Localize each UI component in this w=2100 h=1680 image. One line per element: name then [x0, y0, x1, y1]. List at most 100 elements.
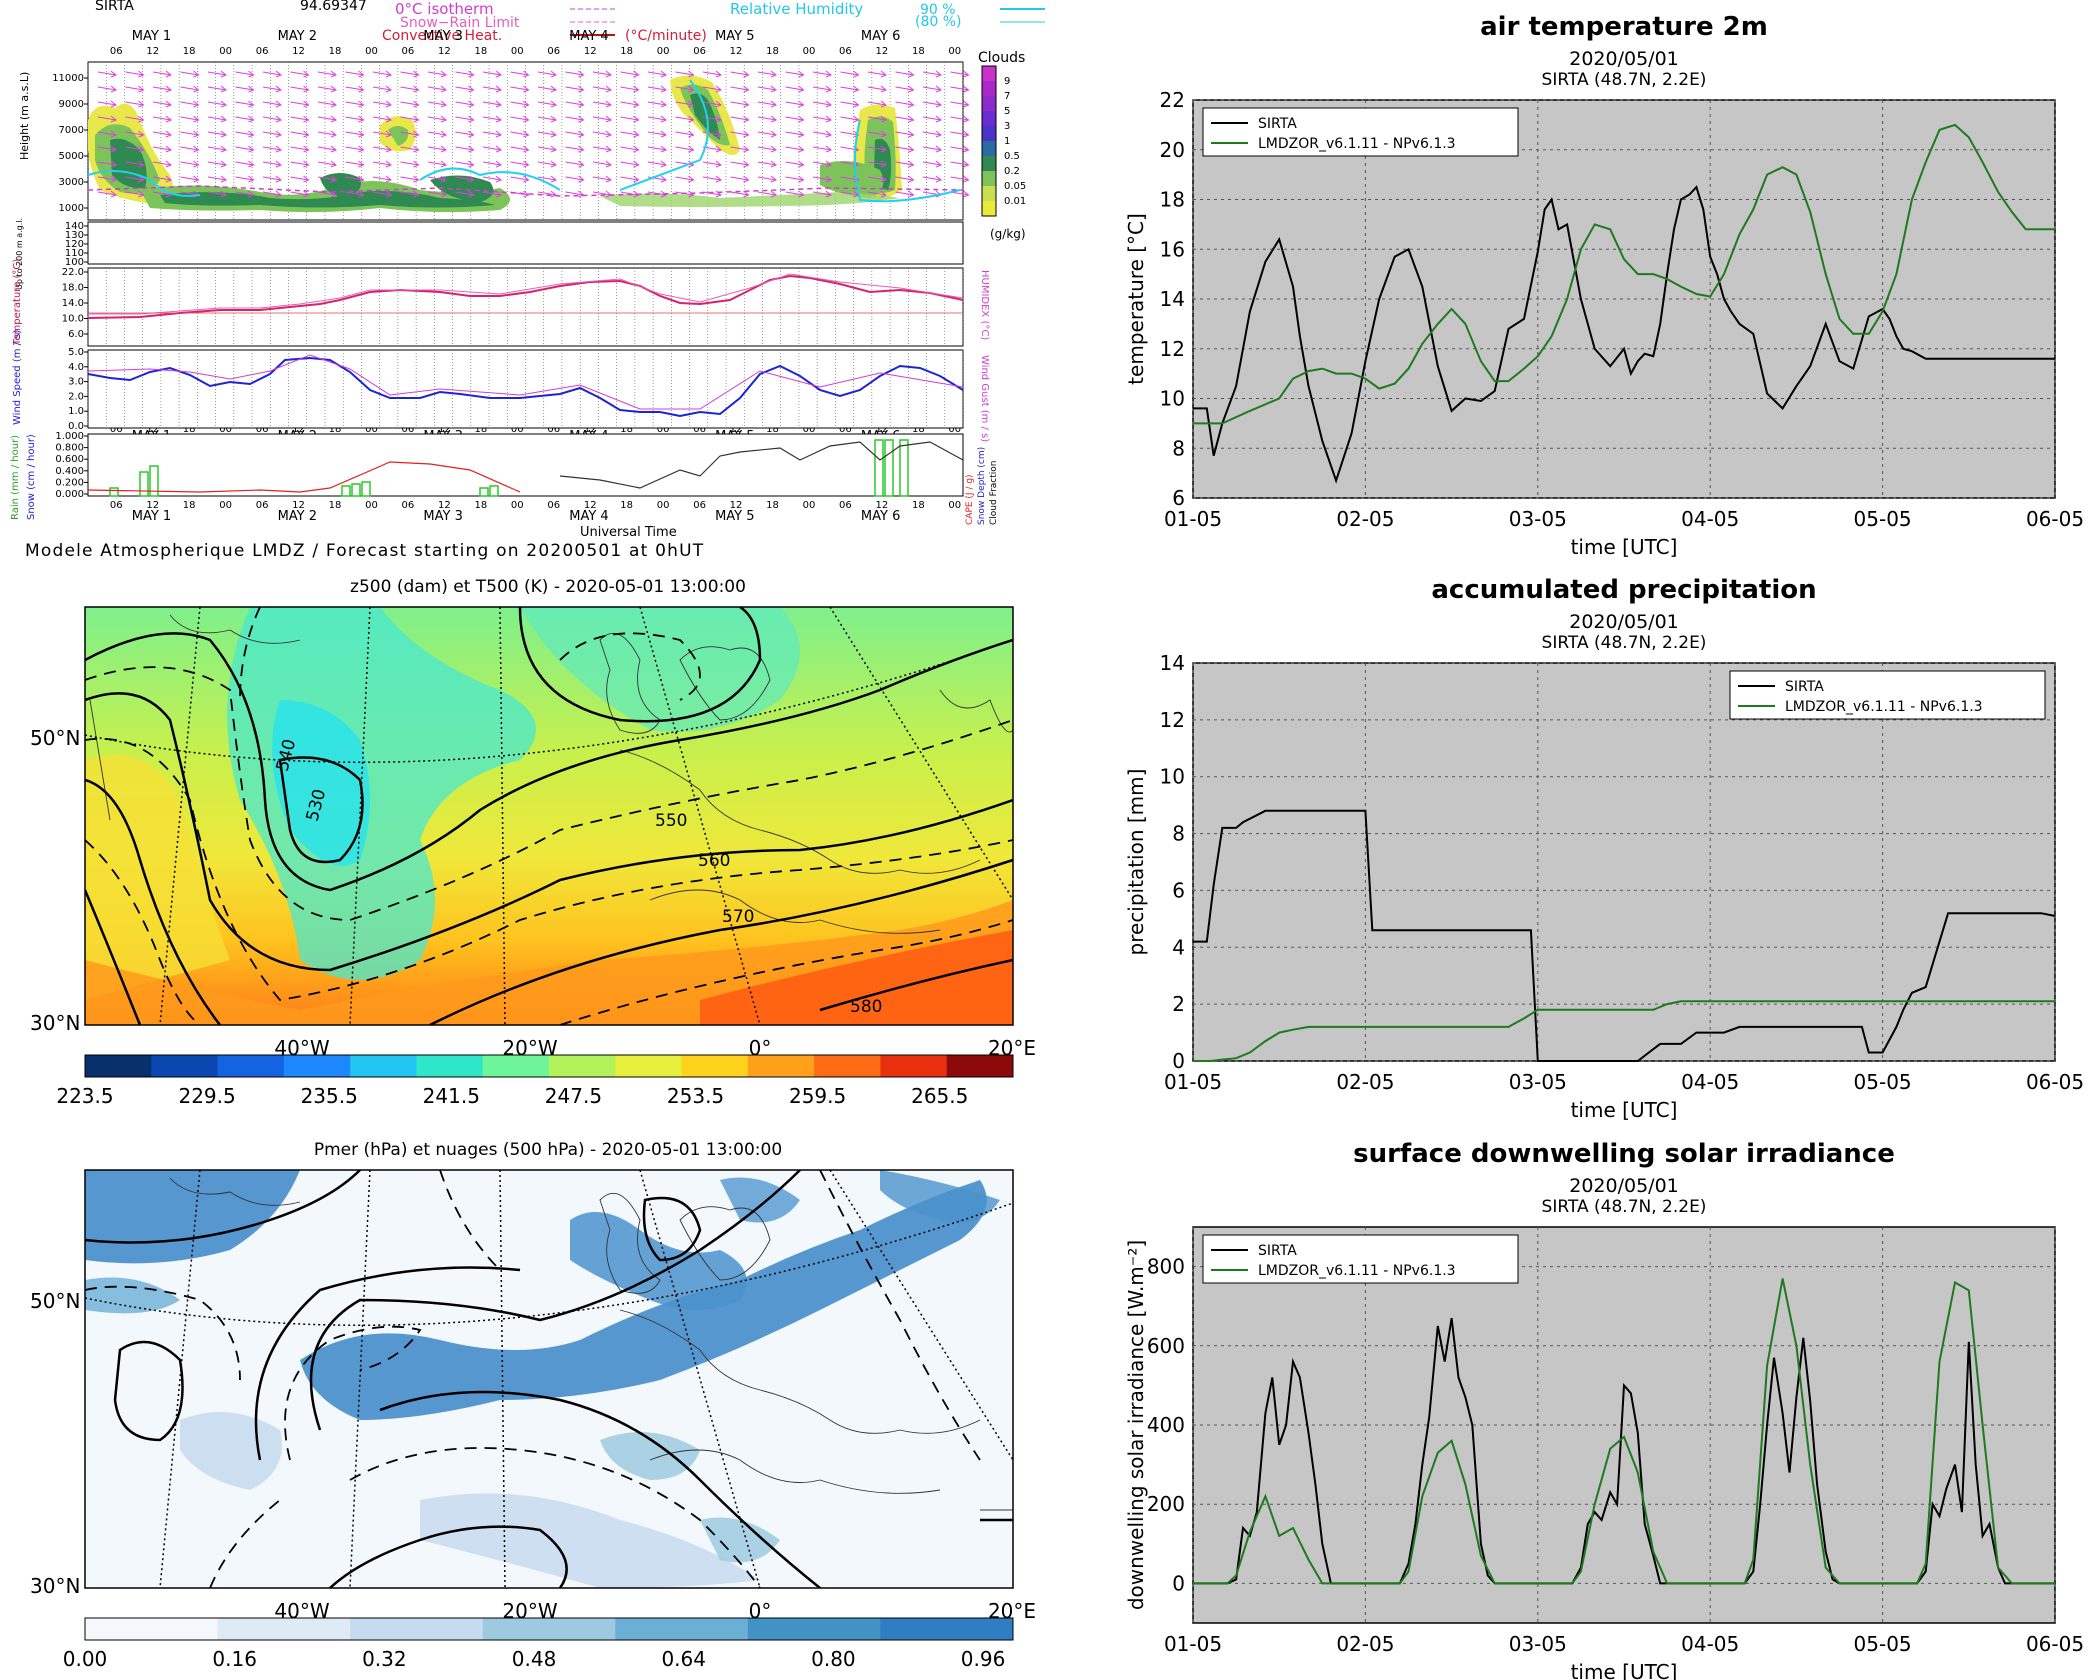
wind-arrow-head	[908, 85, 915, 93]
wind-arrow	[235, 86, 254, 91]
plot-area	[1192, 99, 2056, 499]
wind-arrow-head	[963, 175, 970, 183]
wind-arrow-head	[523, 175, 530, 183]
legend-label: SIRTA	[1258, 116, 1297, 132]
y-tick-label: 8	[1172, 436, 1185, 460]
wind-arrow	[400, 116, 419, 121]
wind-arrow	[592, 116, 612, 121]
wind-arrow	[317, 131, 337, 136]
hour-label: 12	[730, 424, 743, 435]
wind-arrow	[675, 131, 694, 136]
wind-arrow-head	[413, 145, 420, 153]
hour-label: 06	[547, 500, 560, 511]
hour-label: 00	[803, 500, 816, 511]
wind-arrow	[895, 116, 914, 121]
axis-tick-label: 2.0	[68, 391, 84, 402]
wind-arrow-head	[220, 100, 227, 108]
hour-label: 12	[730, 500, 743, 511]
wind-arrow-head	[193, 145, 200, 153]
wind-arrow-head	[440, 70, 447, 78]
wind-arrow	[235, 71, 254, 76]
hour-label: 18	[766, 500, 779, 511]
wind-arrow	[510, 116, 529, 121]
wind-arrow-head	[550, 115, 557, 123]
wind-arrow-head	[798, 70, 805, 78]
wind-arrow-head	[550, 130, 557, 138]
wind-arrow-head	[908, 100, 915, 108]
wind-arrow	[592, 101, 612, 106]
wind-arrow	[180, 71, 199, 76]
wind-arrow	[235, 176, 254, 181]
wind-arrow	[372, 146, 392, 151]
wind-arrow	[207, 146, 227, 151]
wind-arrow	[812, 101, 832, 106]
wind-arrow-head	[715, 160, 722, 168]
wind-arrow	[785, 131, 804, 136]
colorbar-frame	[84, 1617, 1014, 1641]
wind-arrow	[895, 101, 914, 106]
wind-arrow	[647, 131, 667, 136]
wind-arrow-head	[853, 115, 860, 123]
wind-arrow	[950, 101, 969, 106]
axis-tick-label: 11000	[52, 73, 84, 84]
wind-arrow-head	[798, 100, 805, 108]
snow-depth-axis-label: Snow Depth (cm)	[977, 447, 987, 525]
wind-arrow-head	[770, 160, 777, 168]
wind-arrow	[455, 146, 474, 151]
wind-arrow	[372, 101, 392, 106]
cloud-colorbar-swatch	[982, 186, 996, 201]
wind-panel-grid	[87, 350, 964, 428]
wind-arrow	[702, 86, 722, 91]
hour-label: 06	[256, 424, 269, 435]
wind-arrow	[180, 176, 199, 181]
wind-barbs	[97, 70, 970, 198]
wind-arrow-head	[550, 160, 557, 168]
map1-colorbar-ticks: 223.5 229.5 235.5 241.5 247.5 253.5 259.5 265.5	[56, 1084, 968, 1108]
cloud-colorbar-frame	[981, 65, 997, 217]
wind-arrow-head	[165, 175, 172, 183]
wind-arrow-head	[413, 115, 420, 123]
wind-arrow	[97, 101, 117, 106]
x-tick-label: 01-05	[1164, 1070, 1222, 1094]
wind-arrow	[180, 101, 199, 106]
wind-arrow	[427, 116, 447, 121]
hour-label: 00	[511, 500, 524, 511]
wind-arrow	[345, 86, 364, 91]
x-tick-label: 04-05	[1681, 1632, 1739, 1656]
wind-arrow	[647, 161, 667, 166]
wind-arrow-head	[688, 85, 695, 93]
wind-arrow-head	[138, 175, 145, 183]
axis-tick-label: 6.0	[68, 329, 84, 340]
wind-arrow-head	[935, 160, 942, 168]
wind-arrow-head	[660, 190, 667, 198]
cloud-height-ticks: 11000 9000 7000 5000 3000 1000	[52, 73, 88, 214]
legend-label: LMDZOR_v6.1.11 - NPv6.1.3	[1258, 1263, 1456, 1279]
hour-label: 06	[110, 46, 123, 57]
axis-tick-label: 100	[65, 257, 84, 268]
wind-arrow	[895, 71, 914, 76]
map1-frame	[84, 606, 1014, 1026]
wind-arrow-head	[193, 160, 200, 168]
wind-arrow	[537, 101, 557, 106]
plot-area	[1192, 1226, 2056, 1624]
wind-arrow	[152, 176, 172, 181]
hour-label: 12	[584, 500, 597, 511]
wind-arrow	[290, 71, 309, 76]
cloud-panel: 11000 9000 7000 5000 3000 1000 Height (m a.s.…	[15, 61, 970, 290]
rain-panel-frame	[87, 433, 964, 497]
legend-snow-rain: Snow−Rain Limit	[400, 15, 520, 31]
hour-label: 12	[584, 46, 597, 57]
wind-arrow	[867, 191, 887, 196]
wind-arrow	[922, 176, 942, 181]
wind-arrow-head	[248, 190, 255, 198]
wind-arrow	[345, 131, 364, 136]
y-tick-label: 800	[1147, 1255, 1185, 1279]
axis-tick-label: 10.0	[62, 314, 84, 325]
chart-subtitle: 2020/05/01	[1569, 48, 1679, 70]
colorbar-tick-label: 247.5	[545, 1084, 602, 1108]
wind-arrow	[565, 71, 584, 76]
map-z500: z500 (dam) et T500 (K) - 2020-05-01 13:0…	[30, 577, 1036, 1108]
wind-arrow	[290, 131, 309, 136]
wind-arrow-head	[495, 175, 502, 183]
wind-arrow-head	[880, 130, 887, 138]
